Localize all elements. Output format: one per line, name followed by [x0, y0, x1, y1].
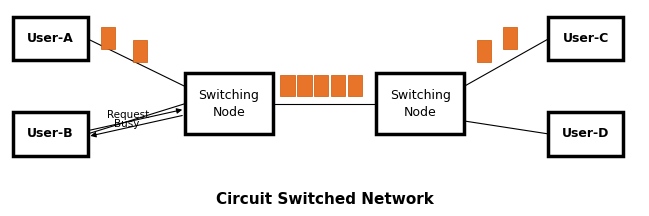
Text: Request: Request	[107, 110, 149, 120]
Bar	[13, 17, 88, 60]
Bar	[348, 75, 362, 96]
Bar	[314, 75, 328, 96]
Bar	[503, 27, 517, 49]
Bar	[133, 40, 147, 62]
Bar	[548, 112, 623, 156]
Text: Circuit Switched Network: Circuit Switched Network	[215, 192, 434, 207]
Bar	[548, 17, 623, 60]
Text: User-D: User-D	[562, 127, 609, 140]
Bar	[477, 40, 491, 62]
Bar	[13, 112, 88, 156]
Bar	[376, 73, 464, 134]
Bar	[280, 75, 295, 96]
Text: User-A: User-A	[27, 32, 74, 45]
Text: User-B: User-B	[27, 127, 73, 140]
Text: User-C: User-C	[563, 32, 609, 45]
Text: Switching
Node: Switching Node	[199, 89, 259, 119]
Text: Switching
Node: Switching Node	[390, 89, 450, 119]
Bar	[297, 75, 312, 96]
Bar	[331, 75, 345, 96]
Text: Busy: Busy	[114, 119, 139, 129]
Bar	[185, 73, 273, 134]
Bar	[101, 27, 115, 49]
